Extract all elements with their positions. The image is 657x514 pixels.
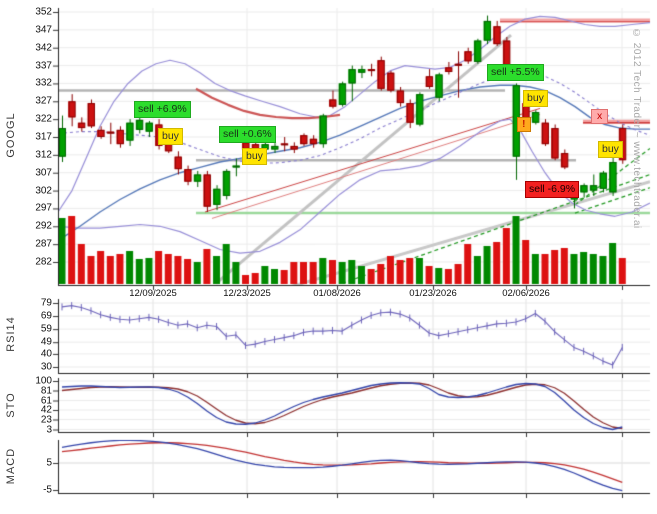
x-tick-label: 01/08/2026: [313, 288, 361, 299]
y-tick-label-rsi: 49: [40, 336, 52, 348]
signal-sell-1: sell +6.9%: [134, 101, 191, 118]
y-tick-label-main: 342: [35, 42, 52, 54]
signal-x-1: x: [591, 109, 609, 124]
x-tick-label: 12/23/2025: [223, 288, 271, 299]
y-tick-label-main: 317: [35, 131, 52, 143]
signal-sell-2: sell +0.6%: [219, 126, 276, 143]
y-tick-label-sto: 23: [40, 414, 52, 425]
y-tick-label-main: 282: [35, 256, 52, 268]
y-tick-label-main: 337: [35, 60, 52, 72]
y-tick-label-main: 352: [35, 6, 52, 18]
watermark: © 2012 Tech Trader ~ www.techtrader.ai: [631, 28, 642, 229]
signal-buy-2: buy: [242, 148, 267, 165]
y-tick-label-main: 332: [35, 77, 52, 89]
rsi-panel-label: RSI14: [5, 316, 17, 352]
y-tick-label-sto: 81: [40, 385, 52, 396]
signal-buy-4: buy: [598, 141, 623, 158]
y-tick-label-rsi: 30: [40, 361, 52, 373]
y-tick-label-main: 287: [35, 238, 52, 250]
signal-sell-4: sell -6.9%: [525, 181, 580, 198]
y-tick-label-macd: -5: [43, 484, 52, 496]
signal-buy-1: buy: [158, 128, 183, 145]
y-tick-label-main: 297: [35, 202, 52, 214]
sto-panel-label: STO: [5, 392, 17, 418]
y-tick-label-rsi: 40: [40, 348, 52, 360]
y-tick-label-main: 302: [35, 185, 52, 197]
y-tick-label-sto: 42: [40, 404, 52, 416]
x-tick-label: 12/09/2025: [129, 288, 177, 299]
y-tick-label-main: 292: [35, 220, 52, 232]
y-tick-label-rsi: 59: [40, 323, 52, 335]
y-tick-label-macd: 5: [46, 457, 52, 469]
y-tick-label-main: 312: [35, 149, 52, 161]
y-tick-label-main: 327: [35, 95, 52, 107]
y-tick-label-rsi: 79: [40, 297, 52, 309]
y-tick-label-main: 347: [35, 24, 52, 36]
y-tick-label-rsi: 69: [40, 310, 52, 322]
x-tick-label: 01/23/2026: [409, 288, 457, 299]
x-tick-label: 02/06/2026: [502, 288, 550, 299]
main-panel-label: GOOGL: [5, 112, 17, 158]
y-tick-label-main: 307: [35, 167, 52, 179]
signal-buy-3: buy: [523, 90, 548, 107]
macd-panel-label: MACD: [5, 447, 17, 485]
y-tick-label-sto: 100: [35, 375, 52, 387]
signal-warn-1: !: [517, 117, 531, 132]
y-tick-label-sto: 3: [46, 424, 52, 435]
signal-sell-3: sell +5.5%: [487, 64, 544, 81]
y-tick-label-sto: 61: [40, 395, 52, 406]
y-tick-label-main: 322: [35, 113, 52, 125]
